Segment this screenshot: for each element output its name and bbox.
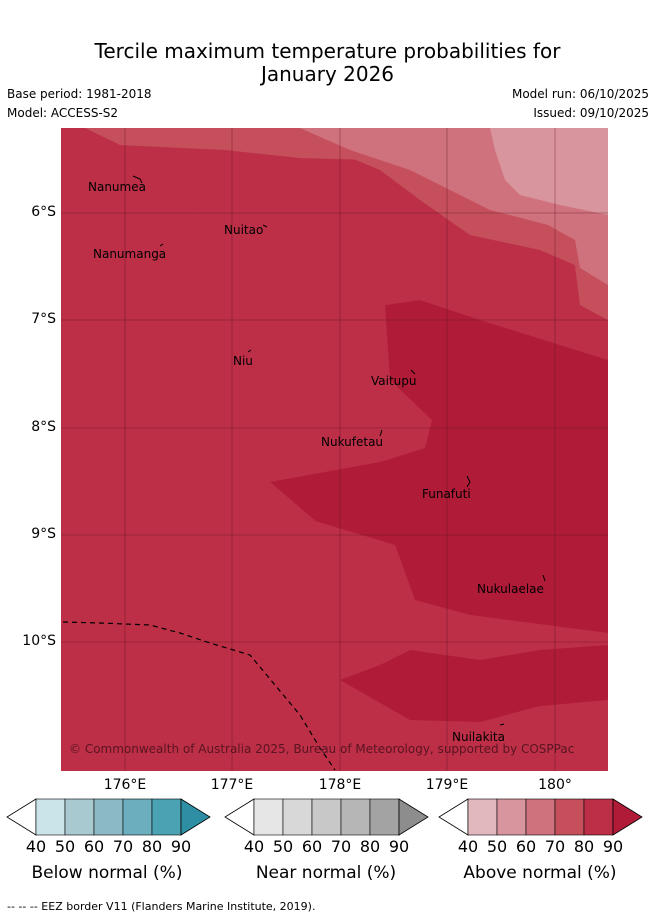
legend-tick-below: 40 — [25, 837, 47, 856]
colorbar-near-segment — [369, 798, 400, 836]
legend-tick-below: 60 — [83, 837, 105, 856]
map-title: Tercile maximum temperature probabilitie… — [0, 40, 655, 86]
island-niu — [247, 349, 252, 353]
graticule — [61, 128, 608, 771]
island-outlines — [132, 175, 546, 726]
colorbar-below-segment — [151, 798, 182, 836]
title-line-2: January 2026 — [260, 62, 395, 86]
legend-tick-above: 40 — [457, 837, 479, 856]
legend-tick-near: 50 — [272, 837, 294, 856]
colorbar-near-normal — [224, 798, 429, 836]
colorbar-near-segment — [311, 798, 342, 836]
colorbar-below-segment — [122, 798, 153, 836]
colorbar-below-over-triangle — [180, 798, 211, 836]
colorbar-above-segment — [496, 798, 527, 836]
colorbar-above-segment — [467, 798, 498, 836]
eez-footnote: -- -- -- EEZ border V11 (Flanders Marine… — [7, 900, 316, 913]
colorbar-above-segment — [554, 798, 585, 836]
colorbar-above-segment — [525, 798, 556, 836]
colorbar-above-normal — [438, 798, 643, 836]
legend-tick-above: 70 — [544, 837, 566, 856]
legend-tick-below: 80 — [141, 837, 163, 856]
title-line-1: Tercile maximum temperature probabilitie… — [94, 39, 561, 63]
island-vaitupu — [410, 369, 416, 375]
legend-tick-near: 60 — [301, 837, 323, 856]
legend-label-above: Above normal (%) — [463, 863, 617, 883]
legend-bars — [6, 798, 643, 836]
legend-tick-above: 80 — [573, 837, 595, 856]
base-period: Base period: 1981-2018 — [7, 87, 152, 101]
legend-label-below: Below normal (%) — [31, 863, 183, 883]
legend-tick-near: 80 — [359, 837, 381, 856]
island-nukulaelae — [542, 574, 546, 582]
legend-tick-near: 90 — [388, 837, 410, 856]
island-nuitao — [262, 224, 268, 228]
legend-tick-near: 70 — [330, 837, 352, 856]
island-nanumanga — [159, 243, 164, 247]
colorbar-near-segment — [282, 798, 313, 836]
legend-tick-below: 70 — [112, 837, 134, 856]
legend-tick-above: 90 — [602, 837, 624, 856]
island-nanumea — [132, 175, 143, 184]
legend-ticks: 40 50 60 70 80 90 40 50 60 70 80 90 40 50 60 70 80 90 — [0, 837, 655, 859]
colorbar-above-under-triangle — [438, 798, 469, 836]
issued-date: Issued: 09/10/2025 — [533, 106, 649, 120]
legend-tick-below: 50 — [54, 837, 76, 856]
legend-label-near: Near normal (%) — [255, 863, 397, 883]
colorbar-below-segment — [64, 798, 95, 836]
eez-border-line — [62, 621, 336, 771]
legend-tick-near: 40 — [243, 837, 265, 856]
zone-above-90-south-band — [340, 645, 608, 722]
zone-above-80-bottom — [61, 680, 608, 771]
model-run: Model run: 06/10/2025 — [511, 87, 649, 101]
colorbar-below-segment — [35, 798, 66, 836]
colorbar-above-segment — [583, 798, 614, 836]
colorbar-above-over-triangle — [612, 798, 643, 836]
colorbar-near-over-triangle — [398, 798, 429, 836]
island-nuilakita — [499, 723, 505, 726]
colorbar-near-under-triangle — [224, 798, 255, 836]
legend-tick-above: 50 — [486, 837, 508, 856]
island-funafuti — [466, 475, 471, 488]
zone-above-50 — [490, 128, 608, 215]
colorbar-below-normal — [6, 798, 211, 836]
colorbar-below-under-triangle — [6, 798, 37, 836]
island-nukufetau — [379, 429, 383, 437]
colorbar-near-segment — [253, 798, 284, 836]
colorbar-below-segment — [93, 798, 124, 836]
legend-tick-above: 60 — [515, 837, 537, 856]
model-name: Model: ACCESS-S2 — [7, 106, 119, 120]
probability-field — [61, 128, 608, 771]
colorbar-near-segment — [340, 798, 371, 836]
legend-tick-below: 90 — [170, 837, 192, 856]
